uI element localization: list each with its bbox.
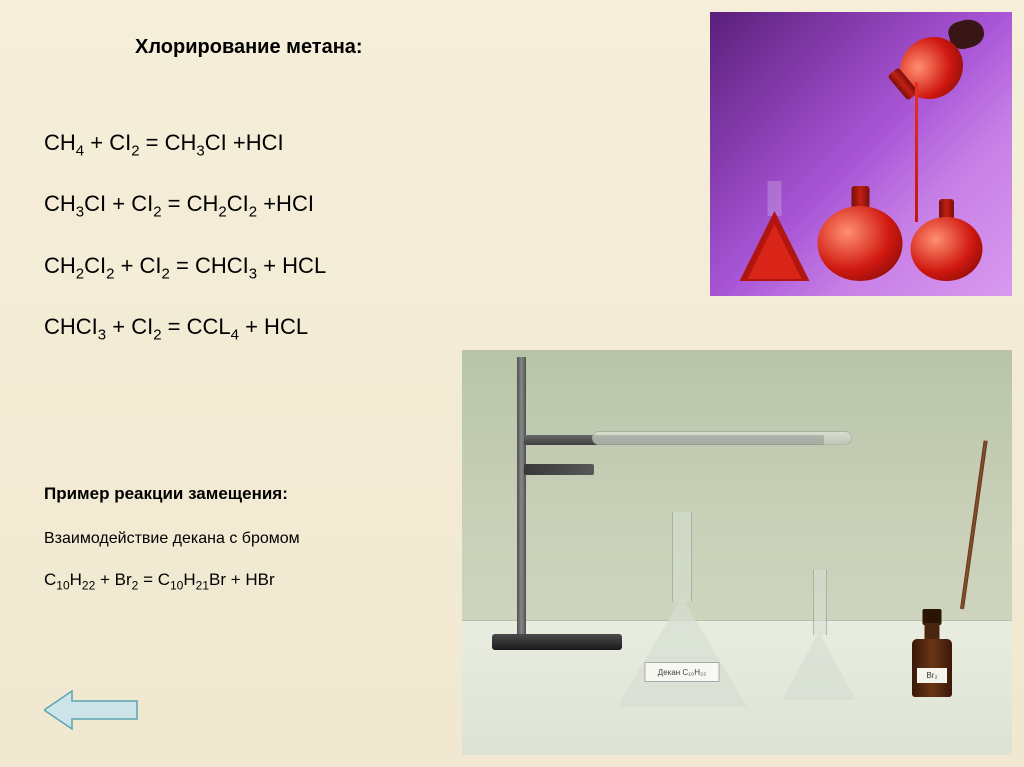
- stand-rod: [517, 357, 526, 637]
- equation-1: CH4 + CI2 = CH3CI +HCI: [44, 130, 326, 159]
- stand-base: [492, 634, 622, 650]
- large-conical-flask: Декан C₁₀H₂₂: [617, 512, 747, 707]
- equation-3: CH2CI2 + CI2 = CHCI3 + HCL: [44, 253, 326, 282]
- slide-title: Хлорирование метана:: [135, 36, 363, 59]
- round-flask-1: [818, 186, 903, 281]
- stirring-rod: [960, 440, 988, 609]
- clamp-lower: [524, 464, 594, 475]
- flask-label-decane: Декан C₁₀H₂₂: [645, 662, 720, 682]
- equation-decane: C10H22 + Br2 = C10H21Br + HBr: [44, 570, 275, 592]
- example-subtitle: Пример реакции замещения:: [44, 484, 288, 504]
- photo-lab-setup: Декан C₁₀H₂₂ Br₂: [462, 350, 1012, 755]
- glass-tube: [592, 431, 852, 445]
- equation-2: CH3CI + CI2 = CH2CI2 +HCI: [44, 191, 326, 220]
- bottle-label-bromine: Br₂: [917, 668, 947, 683]
- small-conical-flask: [782, 570, 857, 700]
- equations-block: CH4 + CI2 = CH3CI +HCI CH3CI + CI2 = CH2…: [44, 130, 326, 376]
- back-arrow-button[interactable]: [44, 689, 139, 731]
- bromine-bottle: Br₂: [912, 609, 952, 697]
- conical-flask: [740, 181, 810, 281]
- round-flask-2: [911, 199, 983, 281]
- photo-flasks-pouring: [710, 12, 1012, 296]
- example-text: Взаимодействие декана с бромом: [44, 530, 300, 548]
- equation-4: CHCI3 + CI2 = CCL4 + HCL: [44, 314, 326, 343]
